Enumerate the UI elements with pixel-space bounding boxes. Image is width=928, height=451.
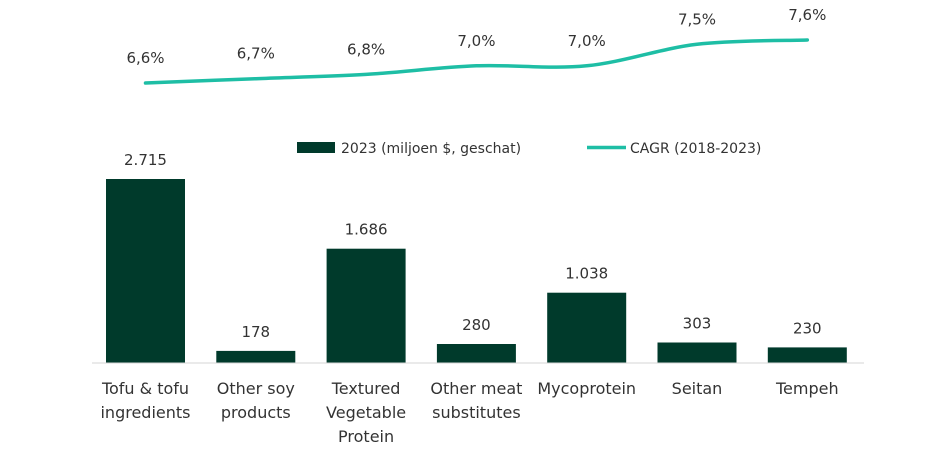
cagr-line-series: 6,6% 6,7% 6,8% 7,0% 7,0% 7,5% 7,6% bbox=[126, 6, 826, 85]
category-label: Tofu & tofu ingredients bbox=[100, 379, 190, 422]
cagr-value-label: 7,5% bbox=[678, 10, 716, 28]
category-label: Tempeh bbox=[775, 379, 839, 398]
cagr-value-label: 7,0% bbox=[568, 32, 606, 50]
legend: 2023 (miljoen $, geschat) CAGR (2018-2023… bbox=[297, 141, 761, 157]
cagr-value-label: 6,7% bbox=[237, 45, 275, 63]
cagr-value-label: 7,6% bbox=[788, 6, 826, 24]
bar-series: 2.715 178 1.686 280 1.038 303 230 bbox=[106, 151, 847, 363]
legend-swatch-bar bbox=[297, 142, 335, 153]
bar bbox=[767, 347, 847, 363]
bar bbox=[547, 292, 627, 363]
category-label: Other meat substitutes bbox=[430, 379, 522, 422]
cagr-value-label: 7,0% bbox=[457, 32, 495, 50]
bar bbox=[326, 248, 406, 363]
bar-value-label: 280 bbox=[462, 316, 491, 334]
bar-value-label: 1.686 bbox=[345, 221, 388, 239]
category-labels: Tofu & tofu ingredients Other soy products T… bbox=[100, 379, 838, 446]
category-label: Mycoprotein bbox=[537, 379, 636, 398]
legend-label-line: CAGR (2018-2023) bbox=[630, 141, 761, 157]
bar bbox=[436, 344, 516, 363]
category-label: Other soy products bbox=[217, 379, 295, 422]
bar bbox=[106, 179, 185, 363]
bar-value-label: 2.715 bbox=[124, 151, 167, 169]
bar-value-label: 303 bbox=[683, 315, 712, 333]
cagr-value-label: 6,6% bbox=[126, 49, 164, 67]
bar bbox=[657, 342, 737, 363]
cagr-line bbox=[143, 38, 810, 85]
cagr-value-label: 6,8% bbox=[347, 40, 385, 58]
bar-value-label: 178 bbox=[241, 323, 270, 341]
bar-value-label: 230 bbox=[793, 319, 822, 337]
legend-label-bar: 2023 (miljoen $, geschat) bbox=[341, 141, 521, 157]
category-label: Textured Vegetable Protein bbox=[326, 379, 406, 446]
bar-value-label: 1.038 bbox=[565, 265, 608, 283]
category-label: Seitan bbox=[672, 379, 723, 398]
bar bbox=[216, 350, 296, 363]
